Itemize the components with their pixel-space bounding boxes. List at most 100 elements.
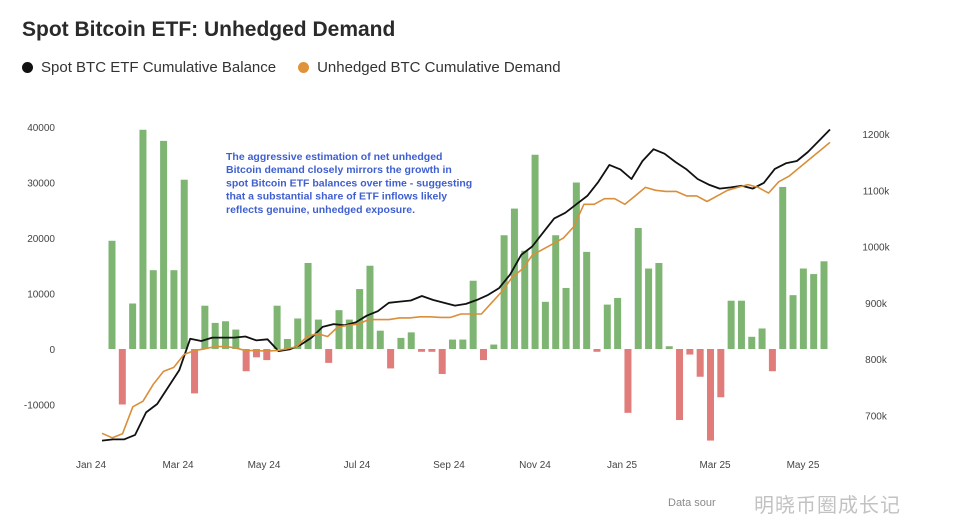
bar-positive: [572, 182, 580, 349]
bar-positive: [294, 318, 302, 349]
watermark-text: 明晓币圈成长记: [754, 495, 901, 517]
bar-negative: [706, 349, 714, 441]
bar-positive: [222, 321, 230, 349]
bar-positive: [510, 208, 518, 349]
y-left-tick-label: 0: [49, 345, 55, 356]
bar-negative: [593, 349, 601, 352]
y-left-tick-label: -10000: [24, 401, 56, 412]
bar-positive: [810, 274, 818, 349]
bar-positive: [531, 154, 539, 349]
bar-positive: [737, 300, 745, 349]
bar-negative: [428, 349, 436, 352]
bar-positive: [500, 235, 508, 349]
y-left-tick-label: 10000: [27, 290, 55, 301]
y-right-tick-label: 1100k: [863, 186, 891, 197]
bar-positive: [139, 129, 147, 349]
legend-dot-orange: [298, 62, 310, 73]
x-tick-label: Jul 24: [344, 460, 371, 471]
x-tick-label: Nov 24: [519, 460, 551, 471]
x-tick-label: Jan 25: [607, 460, 637, 471]
bar-positive: [345, 319, 353, 349]
bar-positive: [407, 332, 415, 349]
bar-positive: [376, 330, 384, 349]
bar-negative: [479, 349, 487, 361]
y-right-tick-label: 700k: [865, 411, 888, 422]
bar-positive: [562, 287, 570, 349]
bar-positive: [748, 336, 756, 349]
bar-positive: [634, 228, 642, 349]
bar-positive: [799, 268, 807, 349]
bar-positive: [129, 303, 137, 349]
bar-positive: [273, 305, 281, 349]
page-title: Spot Bitcoin ETF: Unhedged Demand: [22, 18, 396, 41]
x-tick-label: May 25: [787, 460, 820, 471]
x-tick-label: May 24: [248, 460, 281, 471]
bar-negative: [387, 349, 395, 369]
legend-item-etf-balance[interactable]: Spot BTC ETF Cumulative Balance: [22, 59, 276, 76]
bar-positive: [211, 322, 219, 349]
annotation-line: Bitcoin demand closely mirrors the growt…: [226, 164, 452, 176]
y-left-tick-label: 30000: [27, 179, 55, 190]
bar-positive: [283, 339, 291, 349]
annotation-line: reflects genuine, unhedged exposure.: [226, 204, 415, 216]
bar-negative: [717, 349, 725, 398]
bar-positive: [335, 310, 343, 349]
y-right-tick-label: 1200k: [862, 130, 890, 141]
x-tick-label: Mar 25: [699, 460, 731, 471]
bar-negative: [438, 349, 446, 374]
bar-positive: [665, 346, 673, 349]
y-left-tick-label: 40000: [27, 123, 55, 134]
bar-positive: [603, 304, 611, 349]
annotation-line: that a substantial share of ETF inflows …: [226, 191, 447, 203]
bar-negative: [686, 349, 694, 355]
bar-negative: [768, 349, 776, 372]
bar-positive: [645, 268, 653, 349]
legend-label-unhedged-demand: Unhedged BTC Cumulative Demand: [317, 59, 561, 76]
bar-positive: [108, 240, 116, 349]
bar-positive: [655, 262, 663, 349]
bar-positive: [149, 270, 157, 349]
bar-positive: [469, 280, 477, 349]
bar-positive: [232, 329, 240, 349]
bar-positive: [304, 262, 312, 349]
y-right-tick-label: 800k: [865, 355, 888, 366]
bar-positive: [758, 328, 766, 349]
bar-positive: [366, 265, 374, 349]
bar-negative: [252, 349, 260, 358]
bar-positive: [449, 339, 457, 349]
bar-positive: [727, 300, 735, 349]
y-left-tick-label: 20000: [27, 234, 55, 245]
bar-negative: [624, 349, 632, 413]
bar-negative: [676, 349, 684, 421]
legend: Spot BTC ETF Cumulative Balance Unhedged…: [22, 59, 561, 76]
legend-label-etf-balance: Spot BTC ETF Cumulative Balance: [41, 59, 277, 76]
bar-positive: [490, 344, 498, 349]
legend-item-unhedged-demand[interactable]: Unhedged BTC Cumulative Demand: [298, 59, 561, 76]
bar-positive: [201, 305, 209, 349]
bar-positive: [779, 186, 787, 349]
bar-negative: [418, 349, 426, 352]
bar-negative: [191, 349, 199, 394]
bar-positive: [583, 251, 591, 349]
bar-positive: [820, 261, 828, 349]
bar-negative: [118, 349, 126, 405]
bar-positive: [397, 337, 405, 349]
line-etf-balance: [101, 128, 831, 442]
bar-positive: [552, 235, 560, 349]
bar-positive: [521, 250, 529, 349]
bar-positive: [180, 179, 188, 349]
bar-positive: [170, 270, 178, 349]
x-tick-label: Sep 24: [433, 460, 465, 471]
bar-positive: [541, 301, 549, 349]
line-unhedged-demand: [101, 141, 831, 439]
bar-negative: [263, 349, 271, 361]
bar-positive: [789, 295, 797, 349]
bar-negative: [325, 349, 333, 363]
x-tick-label: Jan 24: [76, 460, 106, 471]
bar-positive: [160, 140, 168, 349]
y-right-tick-label: 900k: [865, 299, 888, 310]
x-tick-label: Mar 24: [162, 460, 194, 471]
data-source-footer: Data sour: [668, 497, 716, 509]
annotation-line: The aggressive estimation of net unhedge…: [226, 151, 442, 163]
